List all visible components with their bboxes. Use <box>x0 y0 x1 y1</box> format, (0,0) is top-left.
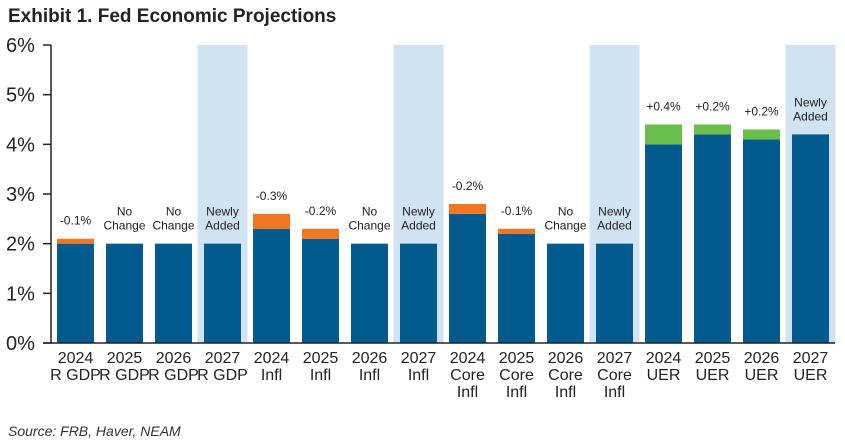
data-label: Newly <box>402 205 435 219</box>
x-tick-label: Infl <box>408 367 429 384</box>
x-tick-label: 2026 <box>352 350 388 367</box>
x-tick-label: 2025 <box>499 350 535 367</box>
x-tick-label: 2026 <box>744 350 780 367</box>
x-tick-label: UER <box>745 367 779 384</box>
x-tick-label: 2024 <box>58 350 94 367</box>
bar-decrease <box>57 238 94 244</box>
x-tick-label: 2025 <box>303 350 339 367</box>
data-label: Change <box>152 219 194 233</box>
data-label: Newly <box>598 205 631 219</box>
data-label: No <box>362 205 378 219</box>
data-label: -0.1% <box>501 204 533 218</box>
bar-current <box>400 243 437 343</box>
data-label: No <box>117 205 133 219</box>
x-tick-label: 2025 <box>695 350 731 367</box>
bar-increase <box>694 124 731 135</box>
x-tick-label: 2027 <box>205 350 241 367</box>
bar-current <box>743 139 780 343</box>
chart-title: Exhibit 1. Fed Economic Projections <box>8 6 337 27</box>
bar-current <box>253 228 290 343</box>
axes <box>43 44 835 344</box>
data-label: Added <box>401 219 436 233</box>
data-label: Added <box>793 109 828 123</box>
data-label: Change <box>348 219 390 233</box>
data-label: +0.4% <box>646 99 681 113</box>
data-label: Change <box>544 219 586 233</box>
x-tick-label: 2024 <box>254 350 290 367</box>
bar-current <box>694 134 731 343</box>
bar-current <box>547 243 584 343</box>
bar-current <box>645 144 682 343</box>
x-tick-label: Infl <box>261 367 282 384</box>
data-label: -0.2% <box>305 204 337 218</box>
x-tick-label: UER <box>794 367 828 384</box>
y-tick-label: 1% <box>6 283 35 305</box>
bar-current <box>106 243 143 343</box>
bars <box>57 124 829 343</box>
bar-decrease <box>498 228 535 234</box>
y-tick-label: 5% <box>6 85 35 107</box>
bar-decrease <box>302 228 339 239</box>
x-tick-label: Infl <box>604 384 625 401</box>
x-tick-label: R GDP <box>99 367 150 384</box>
x-tick-label: UER <box>696 367 730 384</box>
data-label: -0.2% <box>452 179 484 193</box>
bar-current <box>498 233 535 343</box>
x-tick-label: 2027 <box>401 350 437 367</box>
y-tick-label: 2% <box>6 234 35 256</box>
bar-current <box>57 243 94 343</box>
x-tick-label: R GDP <box>50 367 101 384</box>
bar-current <box>596 243 633 343</box>
x-tick-label: 2026 <box>548 350 584 367</box>
x-tick-label: 2024 <box>646 350 682 367</box>
bar-increase <box>645 124 682 145</box>
data-label: No <box>166 205 182 219</box>
x-tick-label: 2026 <box>156 350 192 367</box>
x-tick-label: Infl <box>555 384 576 401</box>
x-tick-label: Core <box>548 367 583 384</box>
y-tick-labels: 0% 1% 2% 3% 4% 5% 6% <box>6 35 35 355</box>
source-note: Source: FRB, Haver, NEAM <box>8 423 181 439</box>
bar-current <box>204 243 241 343</box>
x-tick-label: 2025 <box>107 350 143 367</box>
data-label: Added <box>205 219 240 233</box>
data-label: No <box>558 205 574 219</box>
bar-current <box>792 134 829 343</box>
data-label: -0.3% <box>256 189 288 203</box>
x-tick-label: UER <box>647 367 681 384</box>
x-tick-label: Infl <box>359 367 380 384</box>
bar-current <box>351 243 388 343</box>
bar-current <box>449 213 486 343</box>
x-tick-label: Core <box>499 367 534 384</box>
x-tick-label: R GDP <box>197 367 248 384</box>
data-labels: -0.1%NoChangeNoChangeNewlyAdded-0.3%-0.2… <box>60 95 828 232</box>
y-tick-label: 0% <box>6 333 35 355</box>
x-tick-label: 2024 <box>450 350 486 367</box>
x-tick-label: Infl <box>457 384 478 401</box>
y-tick-label: 6% <box>6 35 35 57</box>
x-tick-label: Infl <box>310 367 331 384</box>
data-label: Newly <box>206 205 239 219</box>
x-tick-label: 2027 <box>793 350 829 367</box>
bar-current <box>302 238 339 343</box>
y-tick-label: 3% <box>6 184 35 206</box>
x-tick-label: R GDP <box>148 367 199 384</box>
bar-decrease <box>253 213 290 229</box>
x-tick-label: Core <box>450 367 485 384</box>
bar-current <box>155 243 192 343</box>
x-tick-label: 2027 <box>597 350 633 367</box>
bar-increase <box>743 129 780 140</box>
data-label: Change <box>103 219 145 233</box>
y-tick-label: 4% <box>6 134 35 156</box>
data-label: +0.2% <box>744 104 779 118</box>
x-tick-label: Infl <box>506 384 527 401</box>
data-label: +0.2% <box>695 99 730 113</box>
bar-decrease <box>449 203 486 214</box>
data-label: -0.1% <box>60 214 92 228</box>
data-label: Newly <box>794 95 827 109</box>
data-label: Added <box>597 219 632 233</box>
x-tick-label: Core <box>597 367 632 384</box>
